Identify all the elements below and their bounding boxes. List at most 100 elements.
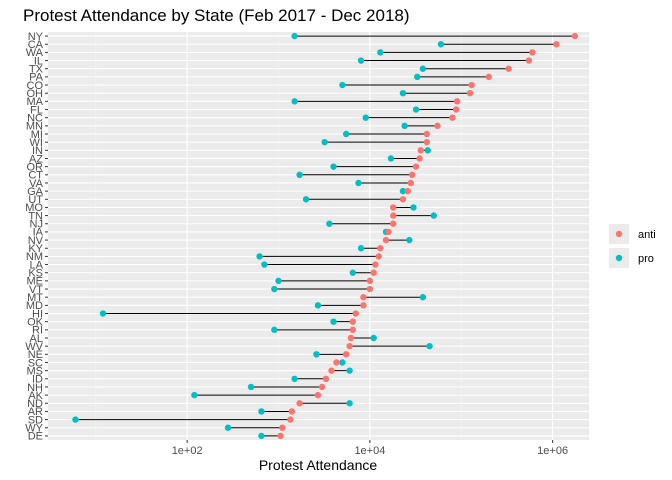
data-points [72,32,579,440]
pro-point-ca [437,41,445,48]
y-tick-label: GA [27,186,44,198]
pro-point-ar [258,408,265,415]
pro-point-la [261,261,268,268]
pro-point-ks [349,269,356,276]
anti-point-id [322,375,330,382]
y-tick-label: RI [32,325,43,337]
y-tick-label: TN [28,210,43,222]
anti-point-md [360,302,367,309]
anti-point-al [347,334,355,342]
pro-point-ga [399,187,407,195]
y-tick-label: IN [32,145,43,157]
anti-point-ok [349,318,356,325]
anti-point-ms [328,367,335,374]
anti-point-ri [349,326,356,334]
pro-point-mt [419,294,427,301]
anti-point-ky [377,245,384,252]
y-tick-label: AK [28,390,43,402]
pro-point-nd [346,400,353,407]
pro-point-ak [191,391,198,399]
y-tick-label: MO [25,202,43,214]
anti-point-co [468,81,475,89]
pro-point-ma [291,98,298,105]
anti-point-mo [390,204,397,211]
plot-panel [48,32,589,440]
pro-point-nj [326,220,333,227]
y-tick-label: CO [27,80,44,92]
pro-point-co [339,81,346,89]
pro-point-tx [419,65,427,72]
y-tick-label: TX [29,64,44,76]
x-axis: 1e+02 1e+04 1e+06 [172,440,568,457]
y-tick-label: MT [27,292,43,304]
anti-point-az [416,155,423,162]
pro-point-ms [346,367,353,374]
anti-point-oh [466,90,474,97]
y-tick-label: NY [28,31,44,43]
anti-point-mi [423,130,431,138]
y-tick-label: WV [25,341,43,353]
y-tick-label: SD [28,414,43,426]
x-axis-title: Protest Attendance [259,457,378,473]
anti-point-tn [390,212,397,219]
y-tick-label: MS [27,365,44,377]
y-tick-label: SC [28,357,43,369]
anti-point-va [407,179,414,187]
y-tick-label: WY [25,423,43,435]
legend-label-pro: pro [638,253,654,265]
y-tick-label: AZ [29,153,43,165]
anti-point-wy [279,424,286,431]
pro-point-or [330,163,337,170]
anti-point-ks [370,269,377,276]
anti-point-me [366,277,374,285]
legend-marker-anti [615,230,623,238]
x-tick-label: 1e+04 [354,445,385,457]
y-tick-label: NH [27,382,43,394]
anti-point-fl [452,106,460,113]
anti-point-pa [485,73,492,81]
anti-point-mn [434,122,441,130]
y-tick-label: NV [28,235,44,247]
y-tick-label: ND [27,398,43,410]
pro-point-sc [339,359,346,366]
pro-point-me [275,277,282,285]
pro-point-ut [302,196,310,203]
y-tick-label: MD [26,300,43,312]
pro-point-wv [426,342,433,350]
pro-point-az [387,155,395,162]
anti-point-wv [346,342,353,350]
x-tick-label: 1e+06 [537,445,568,457]
y-tick-label: OH [27,88,44,100]
x-tick-label: 1e+02 [172,445,203,457]
y-tick-label: ID [32,374,43,386]
anti-point-nc [449,114,456,121]
y-tick-label: NE [28,349,43,361]
pro-point-wi [321,138,328,146]
anti-point-ak [314,391,322,399]
y-tick-label: HI [32,308,43,320]
y-tick-label: LA [30,259,44,271]
y-tick-label: MI [31,129,43,141]
anti-point-nh [318,383,326,391]
y-axis: NYCAWAILTXPACOOHMAFLNCMNMIWIINAZORCTVAGA… [25,31,48,443]
pro-point-ct [296,171,303,178]
pro-point-va [355,179,362,187]
anti-point-la [372,261,379,268]
anti-point-il [525,57,533,64]
y-tick-label: OR [27,161,44,173]
pro-point-id [291,375,298,382]
pro-point-wy [224,424,232,431]
pro-point-ny [291,32,298,40]
anti-point-nm [375,253,382,260]
anti-point-nd [296,400,303,407]
anti-point-in [417,147,424,154]
pro-point-ne [313,351,320,358]
anti-point-ca [553,41,560,48]
anti-point-sc [333,359,340,366]
pro-point-mn [401,122,408,130]
pro-point-nh [247,383,255,391]
anti-point-nv [382,236,390,244]
pro-point-nv [406,236,413,244]
pro-point-mi [342,130,350,138]
y-tick-label: VA [29,178,44,190]
